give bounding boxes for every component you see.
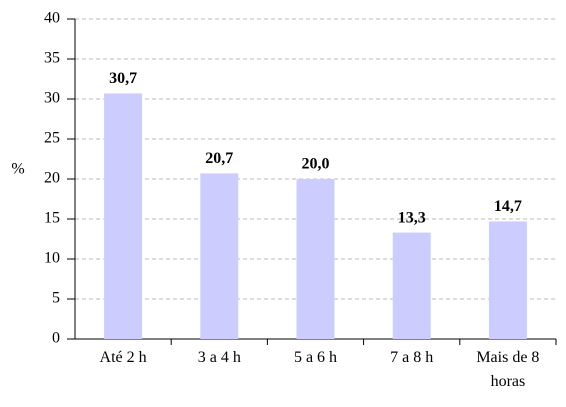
x-tick-label: 5 a 6 h [293, 349, 338, 366]
x-tick-label: 7 a 8 h [390, 349, 434, 366]
bar [392, 232, 431, 339]
bar [104, 93, 143, 340]
value-label: 20,0 [302, 156, 330, 173]
value-label: 30,7 [109, 70, 137, 87]
y-axis-label: % [11, 161, 24, 178]
value-label: 14,7 [494, 198, 522, 215]
y-tick-label: 40 [44, 10, 60, 27]
bar [488, 221, 527, 339]
y-tick-label: 20 [44, 170, 60, 187]
y-tick-label: 25 [44, 130, 60, 147]
bar [200, 173, 239, 339]
x-tick-label: Até 2 h [99, 349, 147, 366]
x-tick-label: 3 a 4 h [197, 349, 241, 366]
bar [296, 179, 335, 339]
y-tick-label: 5 [52, 290, 60, 307]
y-tick-label: 35 [44, 50, 60, 67]
value-label: 20,7 [205, 150, 233, 167]
x-tick-label: Mais de 8 horas [476, 349, 540, 390]
y-tick-label: 30 [44, 90, 60, 107]
value-label: 13,3 [398, 209, 426, 226]
y-tick-label: 10 [44, 250, 60, 267]
y-tick-label: 0 [52, 330, 60, 347]
y-tick-label: 15 [44, 210, 60, 227]
